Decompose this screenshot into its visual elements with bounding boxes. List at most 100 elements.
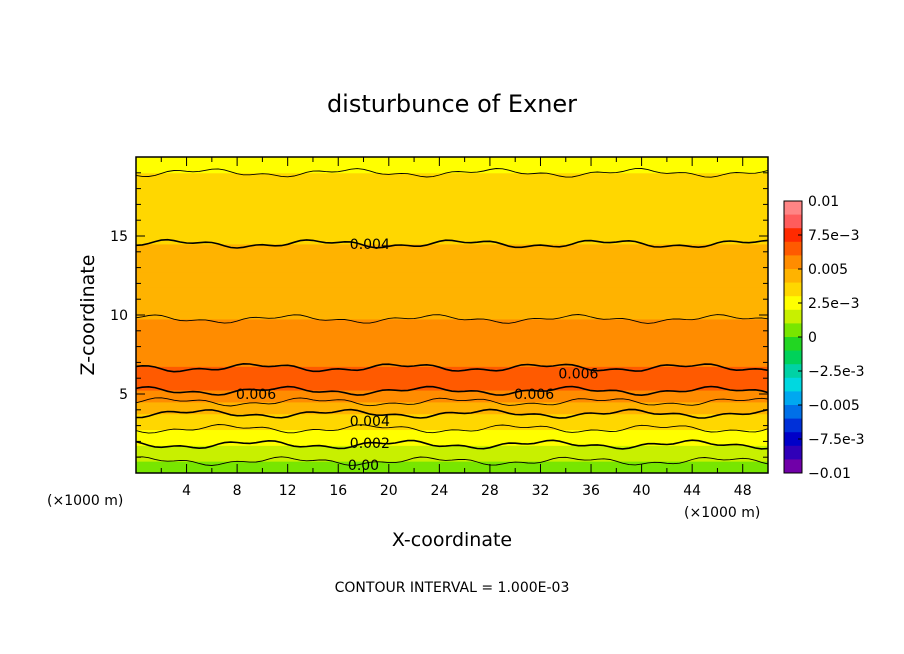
colorbar-swatch: [784, 377, 802, 392]
y-tick-label: 15: [110, 229, 128, 245]
color-band: [136, 429, 768, 434]
contour-label: 0.006: [236, 387, 276, 403]
color-band: [136, 302, 768, 308]
colorbar-swatch: [784, 214, 802, 229]
color-band: [136, 436, 768, 442]
color-band: [136, 203, 768, 209]
color-band: [136, 251, 768, 257]
colorbar-swatch: [784, 432, 802, 447]
color-band: [136, 354, 768, 359]
color-band: [136, 452, 768, 458]
color-band: [136, 425, 768, 431]
color-band: [136, 369, 768, 375]
color-band: [136, 247, 768, 253]
x-tick-label: 4: [182, 483, 191, 499]
x-unit-right: (×1000 m): [684, 505, 760, 521]
color-band: [136, 294, 768, 300]
contour-line: [136, 408, 768, 419]
color-band: [136, 306, 768, 312]
contour-label: 0.004: [350, 414, 390, 430]
colorbar: 0.01 7.5e−3 0.005 2.5e−3 0 −2.5e-3 −0.005 −7.5e…: [783, 194, 865, 482]
x-tick-label: 40: [633, 483, 651, 499]
y-axis-label: Z-coordinate: [77, 255, 99, 376]
colorbar-swatch: [784, 405, 802, 420]
color-band: [136, 219, 768, 225]
color-band: [136, 413, 768, 419]
color-band: [136, 405, 768, 411]
x-tick-label: 16: [329, 483, 347, 499]
colorbar-swatch: [784, 269, 802, 284]
x-tick-label: 12: [279, 483, 297, 499]
color-band: [136, 160, 768, 166]
color-band: [136, 338, 768, 344]
color-band: [136, 275, 768, 280]
color-band: [136, 346, 768, 352]
colorbar-label: 0.01: [808, 194, 839, 210]
color-band: [136, 235, 768, 241]
x-axis-label: X-coordinate: [392, 529, 512, 551]
colorbar-swatch: [784, 391, 802, 406]
color-band: [136, 290, 768, 296]
color-band: [136, 255, 768, 261]
color-band: [136, 365, 768, 371]
color-band: [136, 314, 768, 320]
color-band: [136, 310, 768, 316]
colorbar-swatch: [784, 364, 802, 379]
colorbar-swatch: [784, 228, 802, 243]
color-band: [136, 377, 768, 383]
colorbar-label: −0.01: [808, 466, 851, 482]
colorbar-swatch: [784, 445, 802, 460]
color-band: [136, 464, 768, 470]
contour-label: 0.004: [350, 237, 390, 253]
contour-interval-note: CONTOUR INTERVAL = 1.000E-03: [335, 580, 570, 596]
color-band: [136, 393, 768, 399]
color-band: [136, 196, 768, 201]
color-band: [136, 421, 768, 427]
color-band: [136, 176, 768, 182]
x-tick-label: 32: [532, 483, 550, 499]
colorbar-label: −2.5e-3: [808, 364, 865, 380]
color-band: [136, 468, 768, 473]
colorbar-swatch: [784, 350, 802, 365]
y-tick-label: 10: [110, 308, 128, 324]
color-band: [136, 342, 768, 348]
color-band: [136, 164, 768, 170]
color-band: [136, 433, 768, 438]
color-band: [136, 448, 768, 454]
color-band: [136, 286, 768, 292]
color-band: [136, 381, 768, 387]
color-band: [136, 231, 768, 237]
contour-line: [136, 439, 768, 450]
color-band: [136, 282, 768, 288]
color-band: [136, 211, 768, 217]
color-band: [136, 199, 768, 205]
colorbar-swatch: [784, 323, 802, 338]
color-band: [136, 172, 768, 178]
colorbar-label: −0.005: [808, 398, 860, 414]
colorbar-swatch: [784, 337, 802, 352]
color-band: [136, 188, 768, 194]
colorbar-swatch: [784, 255, 802, 270]
color-band: [136, 357, 768, 363]
color-band: [136, 389, 768, 395]
x-tick-label: 8: [233, 483, 242, 499]
color-band: [136, 168, 768, 174]
contour-line: [136, 424, 768, 434]
color-band: [136, 278, 768, 284]
color-band: [136, 440, 768, 446]
colorbar-swatch: [784, 296, 802, 311]
color-band: [136, 350, 768, 355]
x-tick-label: 20: [380, 483, 398, 499]
color-band: [136, 417, 768, 423]
color-band: [136, 207, 768, 213]
x-tick-label: 48: [734, 483, 752, 499]
color-band: [136, 243, 768, 249]
color-band: [136, 263, 768, 269]
x-tick-label: 24: [430, 483, 448, 499]
colorbar-swatch: [784, 241, 802, 256]
color-band: [136, 361, 768, 367]
contour-label: 0.002: [350, 436, 390, 452]
color-band: [136, 401, 768, 407]
contour-line: [136, 397, 768, 407]
